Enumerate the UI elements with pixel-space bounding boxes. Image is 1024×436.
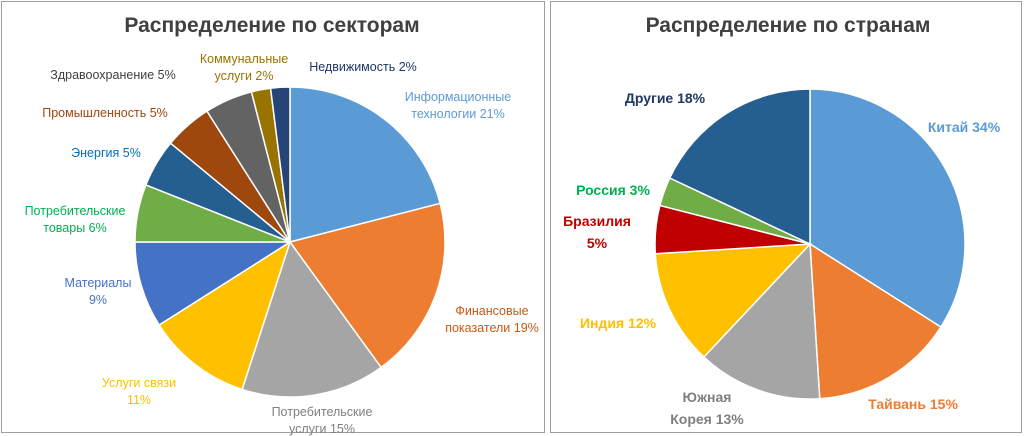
slice-label: Тайвань 15% (868, 396, 958, 412)
pie-slice-другие (668, 88, 811, 246)
slice-label: Здравоохранение 5% (50, 68, 175, 82)
country-chart-panel: Распределение по странам Китай 34% Тайван… (550, 1, 1022, 433)
sector-pie-chart: Распределение по секторам Информационные… (25, 14, 539, 436)
pie-slice-материалы (134, 241, 293, 327)
slice-label: Финансовые показатели 19% (445, 304, 539, 335)
slice-label: Недвижимость 2% (309, 60, 417, 74)
slice-label: Индия 12% (580, 315, 657, 331)
slice-label: Потребительские товары 6% (25, 204, 126, 235)
pie-slice-тайвань (809, 242, 942, 400)
slice-label: Материалы 9% (65, 276, 132, 307)
slice-label: Бразилия 5% (563, 213, 631, 251)
pie-slice-финансовые-показатели (288, 202, 446, 369)
slice-label: Информационные технологии 21% (405, 90, 512, 121)
chart-title: Распределение по странам (646, 14, 931, 37)
pie-slice-недвижимость (269, 86, 291, 243)
pie-slice-индия (654, 243, 812, 359)
pie-slice-южная-корея (702, 242, 821, 400)
pie-slice-китай (809, 88, 966, 329)
slice-label: Россия 3% (576, 182, 650, 198)
slice-label: Промышленность 5% (42, 106, 168, 120)
slice-label: Южная Корея 13% (670, 389, 744, 427)
slice-label: Энергия 5% (71, 146, 141, 160)
chart-title: Распределение по секторам (124, 14, 419, 37)
pie-slice-услуги-связи (158, 240, 292, 391)
country-pie-chart: Распределение по странам Китай 34% Тайван… (563, 14, 1001, 427)
slice-label: Другие 18% (625, 90, 706, 106)
pie-slice-потребительские-услуги (241, 240, 383, 398)
slice-label: Потребительские услуги 15% (272, 405, 373, 436)
slice-label: Услуги связи 11% (102, 376, 176, 407)
pie-slice-информационные-технологии (289, 86, 442, 243)
sector-chart-panel: Распределение по секторам Информационные… (1, 1, 545, 436)
slice-label: Коммунальные услуги 2% (200, 52, 288, 83)
slice-label: Китай 34% (928, 119, 1001, 135)
